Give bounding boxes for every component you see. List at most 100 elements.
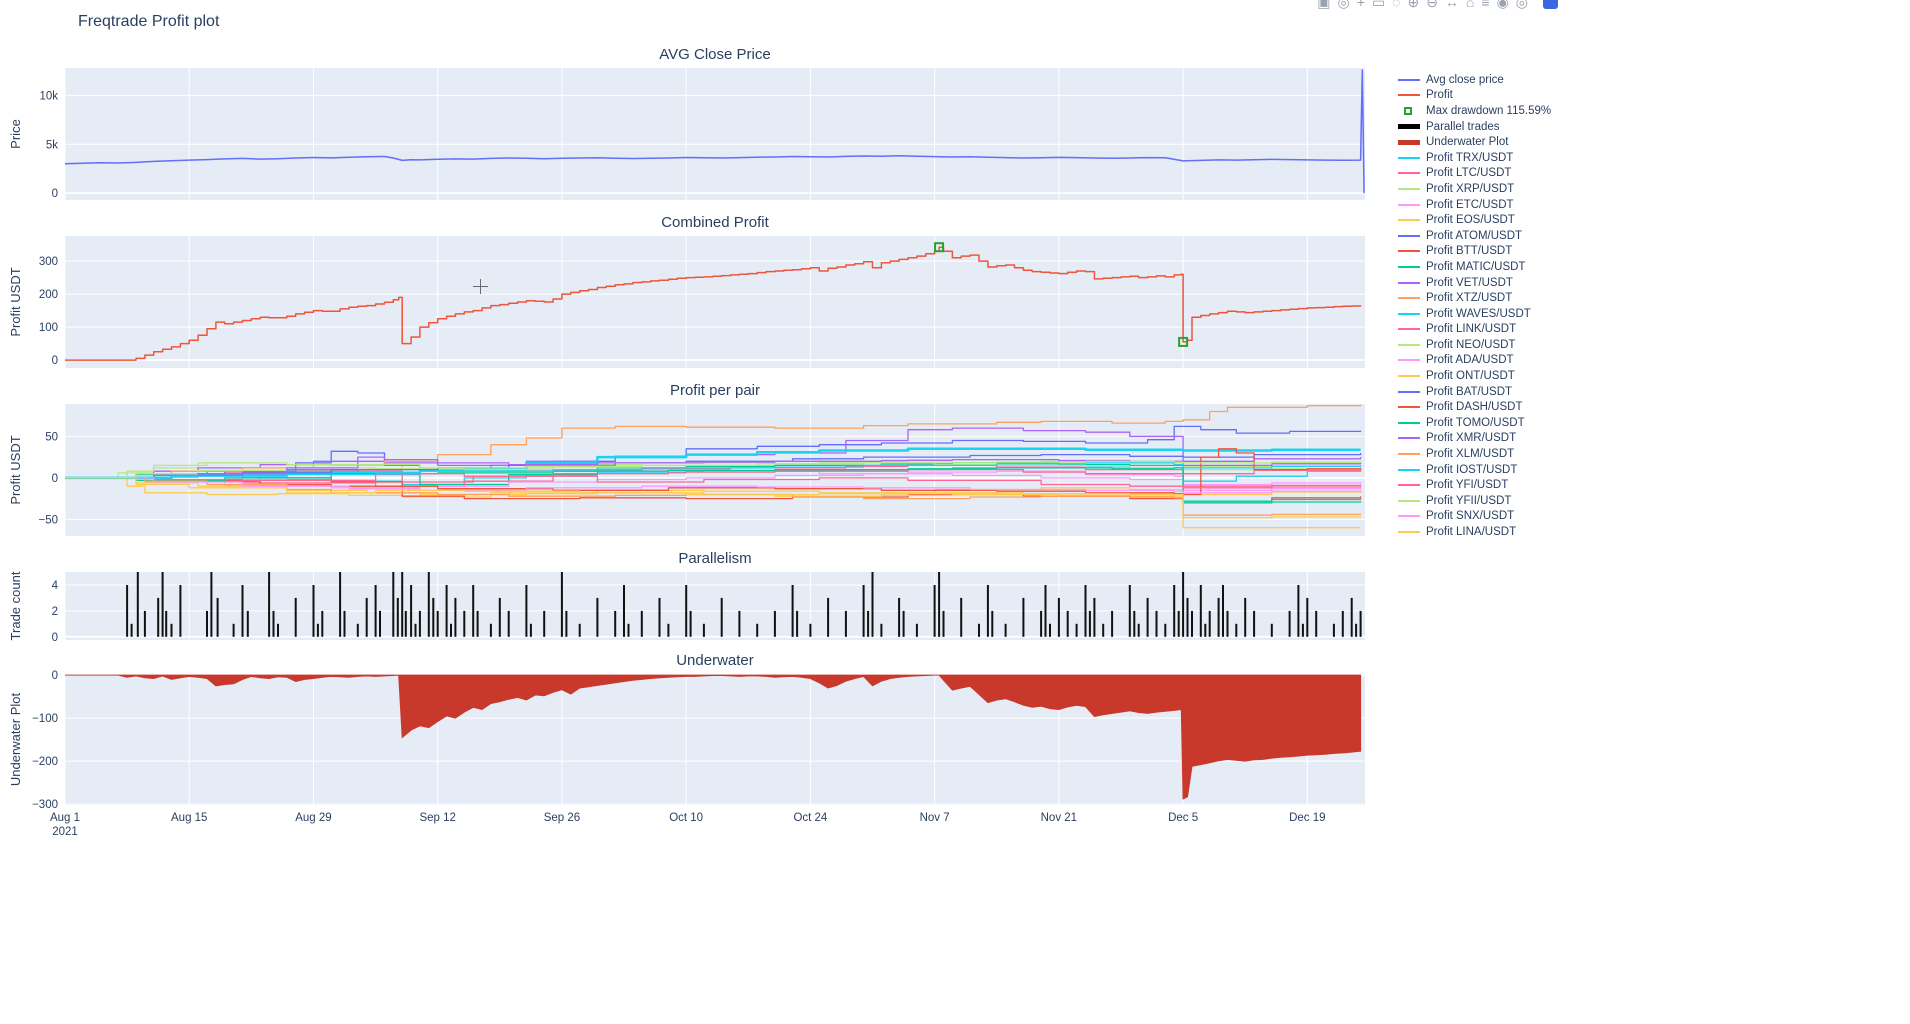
y-axis-title: Profit USDT (8, 267, 23, 336)
legend-item-profit-ada-usdt[interactable]: Profit ADA/USDT (1398, 353, 1588, 369)
legend-item-profit-xlm-usdt[interactable]: Profit XLM/USDT (1398, 446, 1588, 462)
plot-background[interactable] (65, 68, 1365, 200)
subplot-title: Combined Profit (661, 214, 769, 231)
line-swatch-icon (1398, 437, 1420, 440)
legend-label: Profit BAT/USDT (1426, 385, 1513, 398)
legend-label: Profit XRP/USDT (1426, 182, 1515, 195)
legend-label: Profit NEO/USDT (1426, 338, 1516, 351)
legend-item-profit-link-usdt[interactable]: Profit LINK/USDT (1398, 322, 1588, 338)
y-tick-label: −50 (38, 514, 58, 526)
reset-axes-icon[interactable]: ⌂ (1465, 0, 1475, 10)
series-profit-vet-usdt (65, 427, 1362, 479)
autoscale-icon[interactable]: ↔ (1444, 0, 1459, 10)
y-tick-label: 50 (45, 431, 58, 443)
line-swatch-icon (1398, 203, 1420, 206)
box-select-icon[interactable]: ▭ (1371, 0, 1386, 10)
line-swatch-icon (1398, 375, 1420, 378)
legend-label: Profit XLM/USDT (1426, 448, 1515, 461)
line-swatch-icon (1398, 281, 1420, 284)
legend-item-parallel-trades[interactable]: Parallel trades (1398, 119, 1588, 135)
legend-item-profit-yfii-usdt[interactable]: Profit YFII/USDT (1398, 493, 1588, 509)
x-tick-label: Oct 10 (669, 812, 703, 824)
legend-item-profit[interactable]: Profit (1398, 88, 1588, 104)
lasso-select-icon[interactable]: ◌ (1392, 0, 1401, 10)
y-tick-label: 100 (39, 322, 58, 334)
x-tick-label: Sep 26 (544, 812, 580, 824)
legend-item-profit-lina-usdt[interactable]: Profit LINA/USDT (1398, 524, 1588, 540)
line-swatch-icon (1398, 312, 1420, 315)
y-tick-label: −300 (32, 799, 58, 811)
line-swatch-icon (1398, 499, 1420, 502)
y-tick-label: 0 (52, 670, 58, 682)
plot-background[interactable] (65, 236, 1365, 368)
line-swatch-icon (1398, 265, 1420, 268)
series-profit-lina-usdt (65, 477, 1362, 519)
zoom-out-icon[interactable]: ⊖ (1426, 0, 1438, 10)
legend-item-profit-atom-usdt[interactable]: Profit ATOM/USDT (1398, 228, 1588, 244)
hover-compare-icon[interactable]: ◎ (1515, 0, 1528, 10)
legend-item-profit-eos-usdt[interactable]: Profit EOS/USDT (1398, 212, 1588, 228)
legend-item-profit-ont-usdt[interactable]: Profit ONT/USDT (1398, 368, 1588, 384)
zoom-in-icon[interactable]: ⊕ (1407, 0, 1420, 10)
legend-label: Avg close price (1426, 73, 1504, 86)
legend-label: Profit YFI/USDT (1426, 479, 1509, 492)
x-tick-label: Nov 7 (920, 812, 950, 824)
toggle-spikelines-icon[interactable]: ≡ (1481, 0, 1490, 10)
legend-item-profit-xmr-usdt[interactable]: Profit XMR/USDT (1398, 431, 1588, 447)
download-plot-png-icon[interactable]: ▣ (1317, 0, 1331, 10)
y-axis-title: Underwater Plot (8, 693, 23, 787)
x-tick-label: Dec 5 (1168, 812, 1198, 824)
legend-item-profit-ltc-usdt[interactable]: Profit LTC/USDT (1398, 166, 1588, 182)
series-profit-yfii-usdt (65, 460, 1362, 479)
legend-item-profit-bat-usdt[interactable]: Profit BAT/USDT (1398, 384, 1588, 400)
line-swatch-icon (1398, 234, 1420, 237)
legend-item-profit-iost-usdt[interactable]: Profit IOST/USDT (1398, 462, 1588, 478)
legend-item-underwater-plot[interactable]: Underwater Plot (1398, 134, 1588, 150)
zoom-icon[interactable]: ◎ (1337, 0, 1350, 10)
y-tick-label: 2 (52, 606, 58, 618)
subplot-title: Parallelism (678, 550, 751, 567)
hover-closest-icon[interactable]: ◉ (1496, 0, 1509, 10)
legend-item-max-drawdown-115-59[interactable]: Max drawdown 115.59% (1398, 103, 1588, 119)
series-profit-iost-usdt (65, 462, 1362, 479)
series-profit-yfi-usdt (65, 473, 1362, 489)
y-tick-label: 200 (39, 289, 58, 301)
plotly-logo[interactable] (1543, 0, 1558, 9)
legend-label: Profit ADA/USDT (1426, 354, 1514, 367)
legend-label: Profit EOS/USDT (1426, 214, 1515, 227)
legend-item-profit-xrp-usdt[interactable]: Profit XRP/USDT (1398, 181, 1588, 197)
x-tick-label: Sep 12 (419, 812, 455, 824)
subplot-title: Profit per pair (670, 382, 760, 399)
legend-item-profit-xtz-usdt[interactable]: Profit XTZ/USDT (1398, 290, 1588, 306)
legend-item-profit-snx-usdt[interactable]: Profit SNX/USDT (1398, 509, 1588, 525)
legend-label: Profit ONT/USDT (1426, 370, 1515, 383)
line-swatch-icon (1398, 156, 1420, 159)
legend-item-profit-matic-usdt[interactable]: Profit MATIC/USDT (1398, 259, 1588, 275)
line-swatch-icon (1398, 531, 1420, 534)
subplot-combined-profit: 0 100 200 300 Combined Profit Profit USDT (8, 214, 1365, 368)
pan-icon[interactable]: + (1356, 0, 1365, 10)
legend-label: Profit LINK/USDT (1426, 323, 1517, 336)
legend-label: Profit LTC/USDT (1426, 167, 1512, 180)
legend-item-profit-yfi-usdt[interactable]: Profit YFI/USDT (1398, 477, 1588, 493)
legend-label: Profit (1426, 89, 1453, 102)
x-tick-label: Dec 19 (1289, 812, 1325, 824)
legend-item-profit-btt-usdt[interactable]: Profit BTT/USDT (1398, 244, 1588, 260)
series-profit-xtz-usdt (65, 404, 1362, 479)
legend-item-profit-vet-usdt[interactable]: Profit VET/USDT (1398, 275, 1588, 291)
legend-label: Profit ATOM/USDT (1426, 229, 1523, 242)
legend-item-profit-neo-usdt[interactable]: Profit NEO/USDT (1398, 337, 1588, 353)
legend: Avg close price Profit Max drawdown 115.59… (1398, 72, 1588, 540)
legend-item-avg-close-price[interactable]: Avg close price (1398, 72, 1588, 88)
legend-item-profit-trx-usdt[interactable]: Profit TRX/USDT (1398, 150, 1588, 166)
legend-label: Profit YFII/USDT (1426, 494, 1512, 507)
y-tick-label: 0 (52, 188, 58, 200)
legend-item-profit-waves-usdt[interactable]: Profit WAVES/USDT (1398, 306, 1588, 322)
legend-label: Profit VET/USDT (1426, 276, 1513, 289)
plot-background[interactable] (65, 572, 1365, 640)
legend-item-profit-dash-usdt[interactable]: Profit DASH/USDT (1398, 399, 1588, 415)
legend-item-profit-etc-usdt[interactable]: Profit ETC/USDT (1398, 197, 1588, 213)
legend-item-profit-tomo-usdt[interactable]: Profit TOMO/USDT (1398, 415, 1588, 431)
